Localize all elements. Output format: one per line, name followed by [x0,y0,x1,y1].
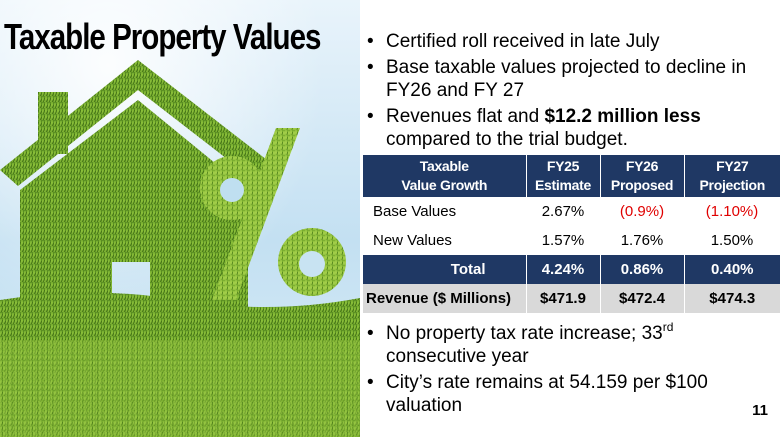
cell-fy27: (1.10%) [705,203,759,220]
bullet-marker: • [367,323,374,344]
row-label: Base Values [373,203,457,220]
header-fy26: FY26 Proposed [599,155,684,197]
slide-title: Taxable Property Values [4,16,321,57]
bullet-marker: • [367,57,374,78]
row-label: New Values [373,232,452,249]
top-bullet-list: • Certified roll received in late July •… [366,30,776,154]
bullet-text: consecutive year [386,346,529,367]
table-row: New Values 1.57% 1.76% 1.50% [363,226,780,255]
grass-house-percent-image [0,0,360,437]
header-taxable-value-growth: Taxable Value Growth [363,155,526,197]
cell-fy25: 2.67% [541,203,585,220]
total-row: Total 4.24% 0.86% 0.40% [363,255,780,284]
header-fy25: FY25 Estimate [525,155,600,197]
bottom-bullet-list: • No property tax rate increase; 33rd co… [366,319,766,420]
cell-fy25: 1.57% [541,232,585,249]
bullet-text: City’s rate remains at 54.159 per $100 v… [386,372,708,416]
table-header-row: Taxable Value Growth FY25 Estimate FY26 Pro… [363,155,780,197]
bullet-text: No property tax rate increase; 33 [386,323,663,344]
revenue-fy25: $471.9 [525,284,600,313]
bullet-item: • Certified roll received in late July [366,30,776,53]
taxable-value-growth-table: Taxable Value Growth FY25 Estimate FY26 Pro… [363,155,780,313]
header-fy27: FY27 Projection [683,155,780,197]
table-row: Base Values 2.67% (0.9%) (1.10%) [363,197,780,226]
bullet-text: compared to the trial budget. [386,129,628,150]
total-label: Total [363,255,526,284]
superscript-text: rd [662,319,674,334]
revenue-label: Revenue ($ Millions) [363,284,526,313]
bullet-marker: • [367,106,374,127]
total-fy26: 0.86% [599,255,684,284]
page-number: 11 [752,402,768,419]
revenue-fy26: $472.4 [599,284,684,313]
total-fy27: 0.40% [683,255,780,284]
bullet-item: • No property tax rate increase; 33rd co… [366,319,766,368]
cell-fy27: 1.50% [710,232,754,249]
bullet-item: • Base taxable values projected to decli… [366,56,776,102]
bullet-item: • City’s rate remains at 54.159 per $100… [366,371,766,417]
total-fy25: 4.24% [525,255,600,284]
cell-fy26: (0.9%) [619,203,665,220]
bullet-text: Base taxable values projected to decline… [386,57,747,101]
bullet-bold-text: $12.2 million less [544,106,701,127]
bullet-item: • Revenues flat and $12.2 million less c… [366,105,776,151]
bullet-text: Revenues flat and [386,106,545,127]
grass-house-percent-icon [0,0,360,437]
bullet-marker: • [367,372,374,393]
revenue-fy27: $474.3 [683,284,780,313]
revenue-row: Revenue ($ Millions) $471.9 $472.4 $474.… [363,284,780,313]
cell-fy26: 1.76% [620,232,664,249]
bullet-marker: • [367,31,374,52]
bullet-text: Certified roll received in late July [386,31,660,52]
